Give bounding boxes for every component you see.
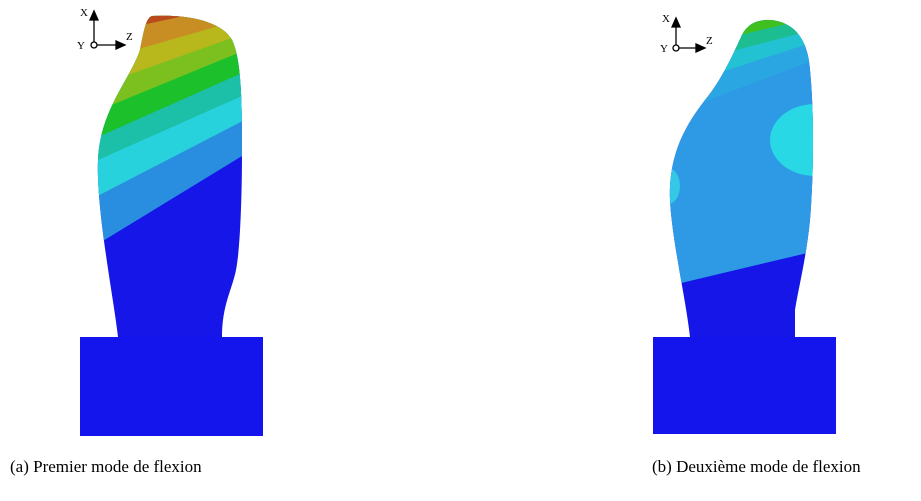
axis-y: Y bbox=[660, 43, 668, 55]
base bbox=[653, 337, 836, 434]
axis-y: Y bbox=[77, 40, 85, 52]
caption: (a) Premier mode de flexion bbox=[10, 457, 202, 476]
axis-x: X bbox=[662, 13, 670, 25]
axis-triad bbox=[88, 9, 127, 51]
mode-b: X Y Z (b) Deuxième mode de flexion bbox=[652, 13, 861, 476]
mode-a: X Y Z (a) Premier mode de flexion bbox=[10, 7, 263, 476]
blade bbox=[97, 15, 242, 337]
axis-triad bbox=[670, 16, 707, 54]
blade bbox=[669, 20, 813, 337]
axis-z: Z bbox=[126, 31, 133, 43]
axis-z: Z bbox=[706, 35, 713, 47]
axis-x: X bbox=[80, 7, 88, 19]
caption: (b) Deuxième mode de flexion bbox=[652, 457, 861, 476]
base bbox=[80, 337, 263, 436]
